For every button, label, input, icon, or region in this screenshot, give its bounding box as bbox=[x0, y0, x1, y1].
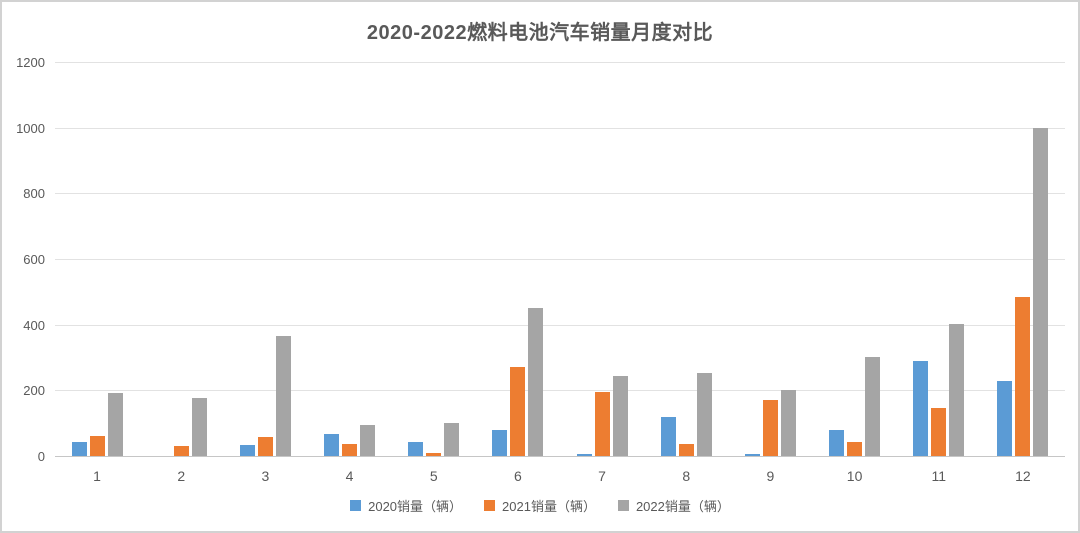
bar-group-month-1 bbox=[55, 62, 139, 456]
x-tick-1: 1 bbox=[93, 468, 101, 484]
gridline-600 bbox=[55, 259, 1065, 260]
bar-groups-layer bbox=[55, 62, 1065, 456]
legend-swatch-icon bbox=[350, 500, 362, 511]
y-tick-0: 0 bbox=[37, 449, 45, 464]
gridline-1000 bbox=[55, 127, 1065, 129]
bar-2020-month-7 bbox=[576, 454, 592, 456]
legend-item-2022: 2022销量（辆） bbox=[617, 496, 730, 515]
y-tick-400: 400 bbox=[23, 317, 45, 333]
gridline-1200 bbox=[55, 62, 1065, 63]
legend-item-2020: 2020销量（辆） bbox=[350, 496, 462, 515]
bar-group-month-4 bbox=[308, 62, 392, 456]
bar-2022-month-6 bbox=[528, 307, 544, 456]
bar-2022-month-7 bbox=[612, 375, 628, 456]
legend: 2020销量（辆） 2021销量（辆） 2022销量（辆） bbox=[2, 496, 1078, 515]
x-tick-8: 8 bbox=[682, 468, 691, 484]
bar-2020-month-1 bbox=[71, 441, 87, 456]
bar-2021-month-3 bbox=[257, 436, 273, 456]
bar-2020-month-11 bbox=[913, 361, 929, 456]
bar-2021-month-9 bbox=[762, 399, 778, 456]
bar-2022-month-10 bbox=[865, 357, 881, 456]
y-tick-200: 200 bbox=[23, 383, 45, 399]
bar-group-month-12 bbox=[981, 62, 1065, 456]
bar-2020-month-9 bbox=[744, 453, 760, 456]
bar-2022-month-4 bbox=[360, 425, 376, 456]
y-tick-600: 600 bbox=[23, 252, 45, 267]
bar-2022-month-2 bbox=[191, 397, 207, 456]
bar-2020-month-6 bbox=[492, 430, 508, 456]
legend-swatch-icon bbox=[617, 500, 629, 511]
x-tick-7: 7 bbox=[598, 468, 606, 484]
x-tick-4: 4 bbox=[345, 468, 354, 484]
bar-group-month-5 bbox=[392, 62, 476, 456]
plot-area bbox=[55, 62, 1065, 457]
gridline-200 bbox=[55, 390, 1065, 392]
bar-group-month-6 bbox=[476, 62, 560, 456]
bar-group-month-10 bbox=[813, 62, 897, 456]
chart-title: 2020-2022燃料电池汽车销量月度对比 bbox=[366, 22, 714, 44]
bar-2021-month-12 bbox=[1015, 296, 1031, 456]
gridline-800 bbox=[55, 193, 1065, 195]
bar-2020-month-3 bbox=[239, 444, 255, 456]
bar-2022-month-11 bbox=[949, 324, 965, 456]
bar-group-month-8 bbox=[644, 62, 728, 456]
bar-2022-month-9 bbox=[780, 390, 796, 456]
bar-2021-month-6 bbox=[510, 367, 526, 456]
bar-2020-month-10 bbox=[829, 430, 845, 456]
bar-group-month-11 bbox=[897, 62, 981, 456]
bar-2020-month-4 bbox=[324, 433, 340, 456]
bar-2021-month-2 bbox=[173, 446, 189, 456]
y-tick-1000: 1000 bbox=[16, 120, 45, 136]
bar-2022-month-3 bbox=[275, 336, 291, 456]
x-tick-12: 12 bbox=[1015, 468, 1031, 484]
bar-2021-month-5 bbox=[426, 453, 442, 456]
bar-2022-month-5 bbox=[444, 422, 460, 456]
bar-2020-month-8 bbox=[660, 417, 676, 456]
x-tick-5: 5 bbox=[429, 468, 438, 484]
x-tick-6: 6 bbox=[514, 468, 522, 484]
gridline-400 bbox=[55, 324, 1065, 326]
bar-2021-month-8 bbox=[678, 444, 694, 456]
bar-group-month-7 bbox=[560, 62, 644, 456]
x-tick-11: 11 bbox=[931, 468, 946, 484]
bar-2021-month-10 bbox=[847, 442, 863, 456]
legend-item-2021: 2021销量（辆） bbox=[484, 496, 596, 515]
legend-label: 2021销量（辆） bbox=[502, 499, 596, 514]
x-tick-2: 2 bbox=[177, 468, 186, 484]
bar-2021-month-1 bbox=[89, 435, 105, 456]
bar-2022-month-8 bbox=[696, 372, 712, 456]
x-tick-10: 10 bbox=[846, 468, 863, 484]
x-tick-9: 9 bbox=[766, 468, 775, 484]
bar-2021-month-4 bbox=[342, 444, 358, 456]
legend-label: 2020销量（辆） bbox=[368, 499, 463, 514]
bar-2022-month-1 bbox=[107, 393, 123, 456]
y-tick-800: 800 bbox=[23, 186, 45, 202]
bar-group-month-9 bbox=[728, 62, 812, 456]
bar-2020-month-5 bbox=[408, 442, 424, 456]
x-axis-line bbox=[55, 456, 1065, 457]
bar-2021-month-7 bbox=[594, 391, 610, 456]
y-tick-1200: 1200 bbox=[16, 55, 45, 70]
bar-2022-month-12 bbox=[1033, 127, 1049, 456]
bar-2020-month-12 bbox=[997, 381, 1013, 456]
bar-2021-month-11 bbox=[931, 408, 947, 456]
legend-label: 2022销量（辆） bbox=[635, 499, 730, 514]
x-tick-3: 3 bbox=[261, 468, 270, 484]
legend-swatch-icon bbox=[484, 500, 496, 511]
bar-group-month-3 bbox=[223, 62, 307, 456]
bar-group-month-2 bbox=[139, 62, 223, 456]
